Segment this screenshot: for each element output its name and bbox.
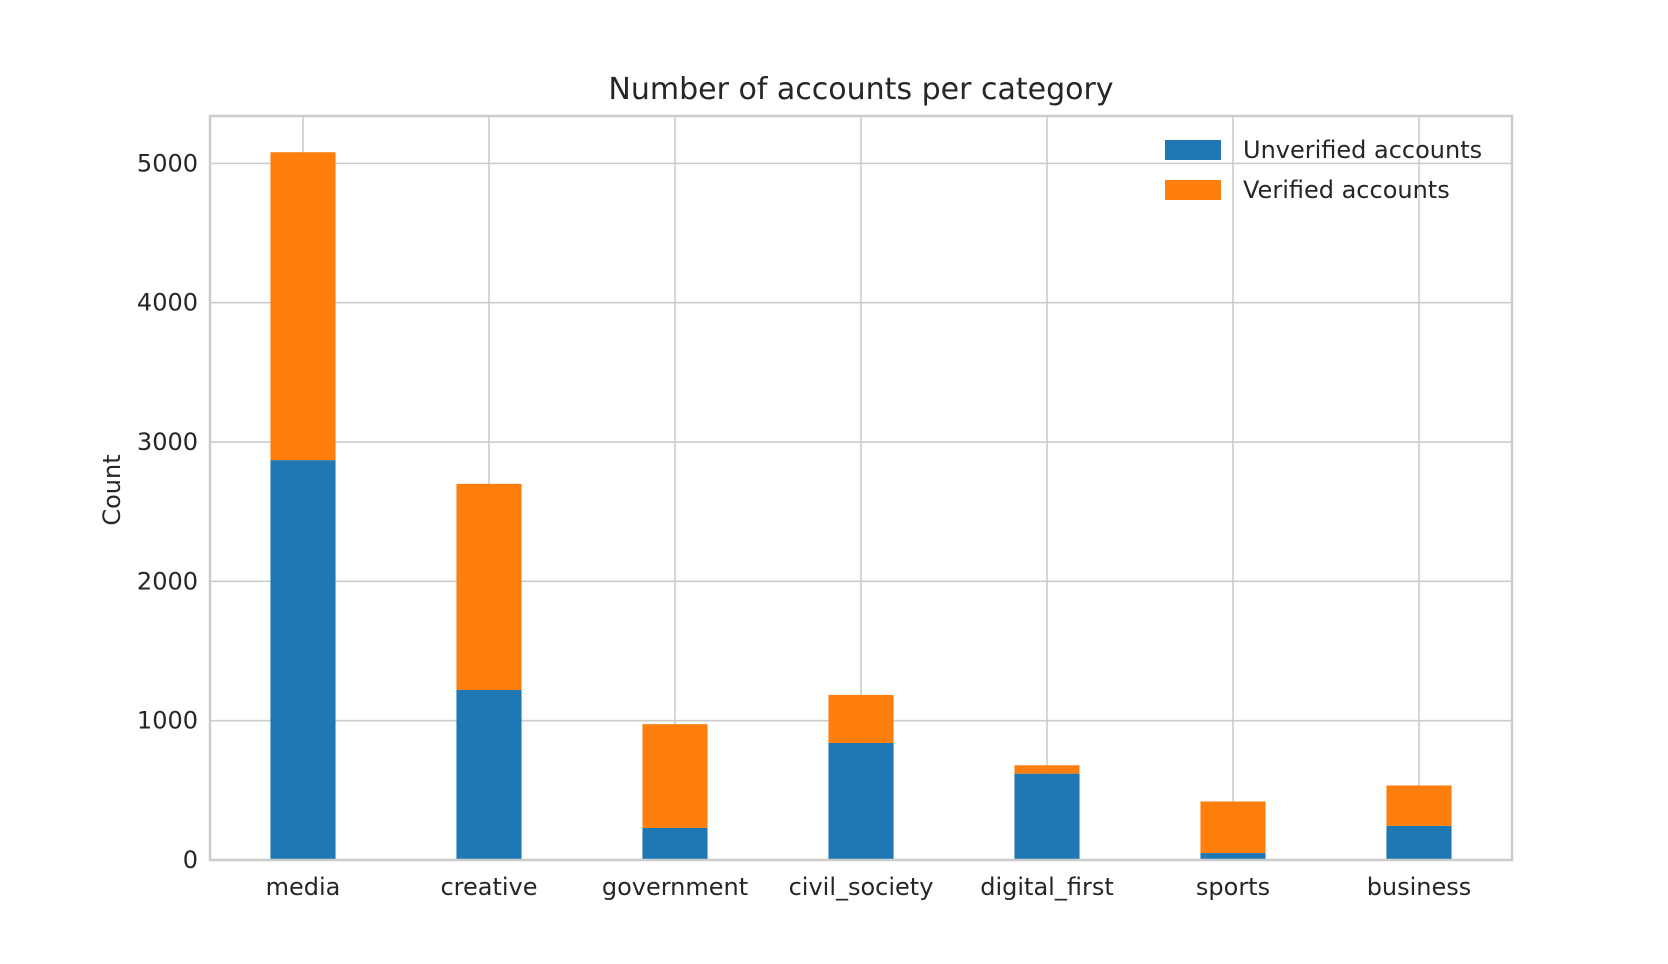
bar-civil_society-verified (828, 694, 894, 743)
bar-digital_first-unverified (1014, 773, 1080, 860)
y-tick-label: 4000 (137, 289, 198, 317)
legend-swatch-verified (1165, 180, 1221, 200)
bars (270, 152, 1452, 860)
bar-business-unverified (1386, 825, 1452, 860)
legend-swatch-unverified (1165, 140, 1221, 160)
chart-title: Number of accounts per category (608, 72, 1113, 107)
bar-civil_society-unverified (828, 742, 894, 860)
x-axis-ticks: media creative government civil_society digi… (266, 873, 1472, 901)
bar-media-verified (270, 152, 336, 461)
x-tick-label-sports: sports (1196, 873, 1270, 901)
bar-sports-unverified (1200, 853, 1266, 860)
x-tick-label-business: business (1367, 873, 1472, 901)
x-tick-label-media: media (266, 873, 341, 901)
x-tick-label-government: government (602, 873, 748, 901)
x-tick-label-digital_first: digital_first (980, 873, 1114, 901)
plot-frame (208, 114, 1514, 862)
bar-creative-verified (456, 483, 522, 691)
legend: Unverified accounts Verified accounts (1165, 136, 1482, 204)
x-tick-label-creative: creative (440, 873, 537, 901)
x-tick-label-civil_society: civil_society (789, 873, 934, 901)
legend-label-verified: Verified accounts (1243, 176, 1450, 204)
bar-media-unverified (270, 460, 336, 860)
legend-label-unverified: Unverified accounts (1243, 136, 1482, 164)
bar-creative-unverified (456, 690, 522, 860)
y-tick-label: 3000 (137, 428, 198, 456)
y-tick-label: 0 (183, 846, 198, 874)
y-tick-label: 2000 (137, 567, 198, 595)
bar-business-verified (1386, 785, 1452, 826)
y-axis-ticks: 0 1000 2000 3000 4000 5000 (137, 149, 198, 874)
bar-digital_first-verified (1014, 765, 1080, 774)
bar-government-verified (642, 724, 708, 828)
bar-sports-verified (1200, 801, 1266, 854)
y-axis-label: Count (98, 454, 126, 525)
bar-government-unverified (642, 827, 708, 860)
y-tick-label: 5000 (137, 149, 198, 177)
grid (210, 116, 1512, 861)
y-tick-label: 1000 (137, 707, 198, 735)
